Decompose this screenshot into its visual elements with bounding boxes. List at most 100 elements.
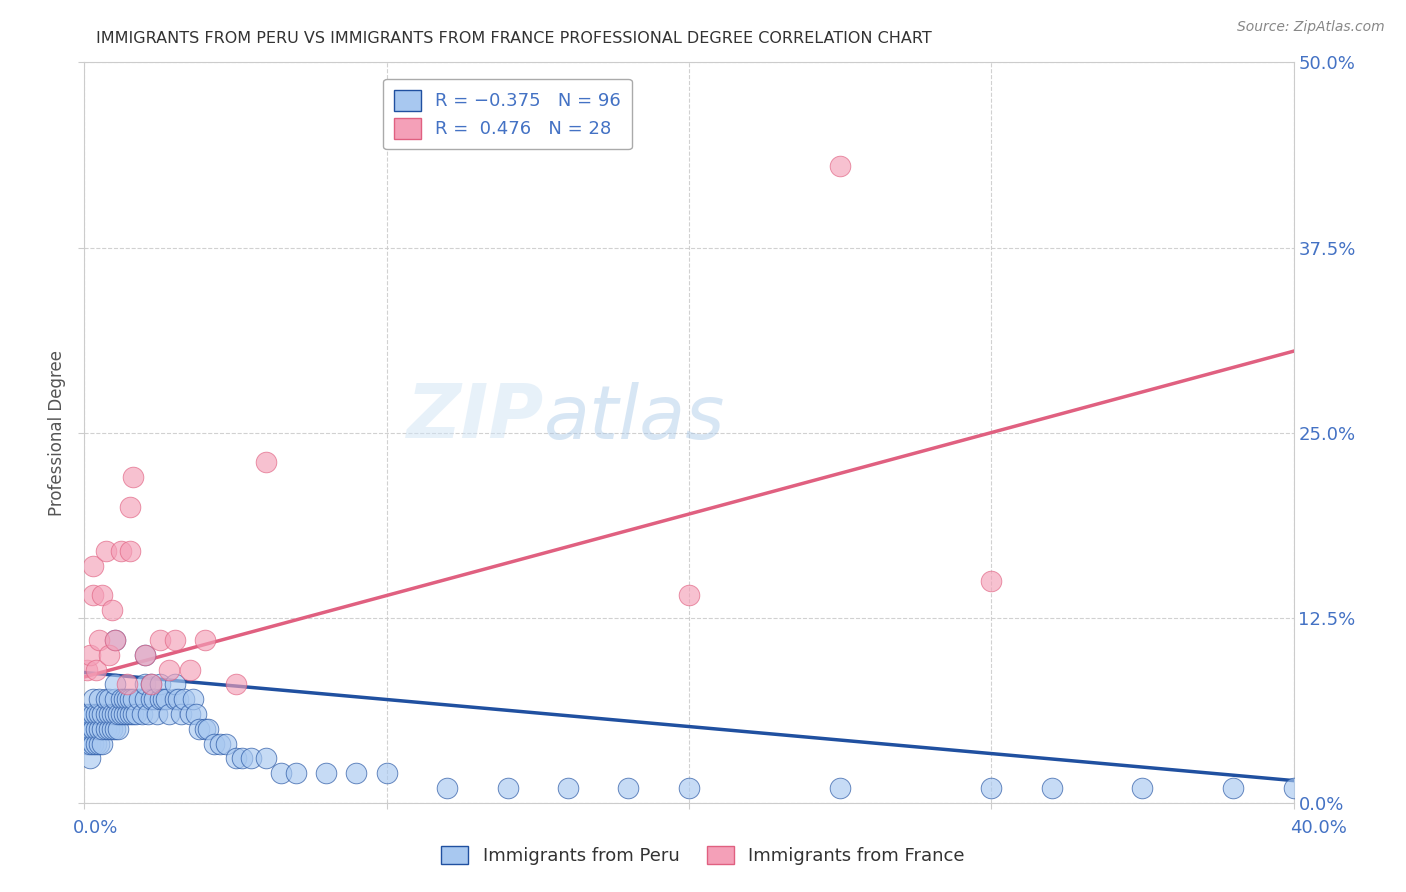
Point [94, 544, 117, 558]
Point [118, 500, 141, 514]
Point [112, 706, 135, 721]
Point [139, 677, 162, 691]
Point [121, 692, 143, 706]
Point [179, 663, 201, 677]
Point [285, 766, 308, 780]
Point [134, 648, 156, 662]
Point [76, 737, 98, 751]
Point [134, 677, 156, 691]
Point [1130, 780, 1153, 795]
Point [231, 751, 253, 765]
Point [830, 159, 852, 173]
Point [86, 663, 108, 677]
Point [139, 677, 162, 691]
Point [89, 706, 111, 721]
Point [149, 692, 172, 706]
Point [134, 692, 156, 706]
Point [375, 766, 398, 780]
Point [94, 706, 117, 721]
Point [107, 706, 129, 721]
Point [139, 692, 162, 706]
Point [617, 780, 640, 795]
Point [91, 589, 114, 603]
Text: 0.0%: 0.0% [73, 819, 118, 837]
Point [82, 706, 104, 721]
Point [121, 470, 143, 484]
Point [76, 706, 98, 721]
Point [104, 706, 127, 721]
Point [79, 706, 101, 721]
Point [121, 706, 143, 721]
Point [91, 722, 114, 736]
Point [118, 544, 141, 558]
Point [167, 692, 190, 706]
Point [1282, 780, 1305, 795]
Point [82, 589, 104, 603]
Point [980, 574, 1002, 588]
Point [346, 766, 368, 780]
Point [194, 632, 217, 647]
Point [209, 737, 232, 751]
Point [254, 751, 277, 765]
Point [557, 780, 579, 795]
Point [82, 722, 104, 736]
Point [136, 706, 159, 721]
Point [165, 632, 187, 647]
Point [89, 722, 111, 736]
Point [82, 558, 104, 573]
Point [104, 677, 127, 691]
Point [215, 737, 238, 751]
Point [86, 737, 108, 751]
Point [142, 692, 165, 706]
Point [104, 632, 127, 647]
Point [186, 706, 208, 721]
Point [165, 692, 187, 706]
Point [188, 722, 211, 736]
Point [97, 706, 120, 721]
Point [115, 706, 138, 721]
Point [115, 692, 138, 706]
Point [157, 706, 180, 721]
Point [118, 706, 141, 721]
Point [97, 722, 120, 736]
Point [100, 603, 122, 617]
Point [79, 751, 101, 765]
Point [181, 692, 204, 706]
Point [254, 455, 277, 469]
Point [170, 706, 193, 721]
Point [79, 648, 101, 662]
Point [91, 706, 114, 721]
Point [197, 722, 219, 736]
Point [104, 722, 127, 736]
Point [678, 589, 700, 603]
Point [89, 632, 111, 647]
Point [179, 706, 201, 721]
Point [100, 722, 122, 736]
Point [82, 692, 104, 706]
Point [315, 766, 337, 780]
Text: ZIP: ZIP [406, 381, 544, 454]
Point [104, 692, 127, 706]
Point [91, 737, 114, 751]
Point [202, 737, 225, 751]
Point [76, 663, 98, 677]
Point [86, 722, 108, 736]
Point [115, 677, 138, 691]
Point [97, 648, 120, 662]
Y-axis label: Professional Degree: Professional Degree [48, 350, 66, 516]
Legend: R = −0.375   N = 96, R =  0.476   N = 28: R = −0.375 N = 96, R = 0.476 N = 28 [382, 78, 633, 150]
Point [270, 766, 292, 780]
Point [239, 751, 262, 765]
Point [89, 692, 111, 706]
Point [82, 737, 104, 751]
Point [980, 780, 1002, 795]
Point [830, 780, 852, 795]
Point [79, 722, 101, 736]
Point [1040, 780, 1063, 795]
Point [173, 692, 195, 706]
Point [79, 737, 101, 751]
Point [97, 692, 120, 706]
Point [131, 706, 153, 721]
Point [152, 692, 174, 706]
Point [225, 677, 247, 691]
